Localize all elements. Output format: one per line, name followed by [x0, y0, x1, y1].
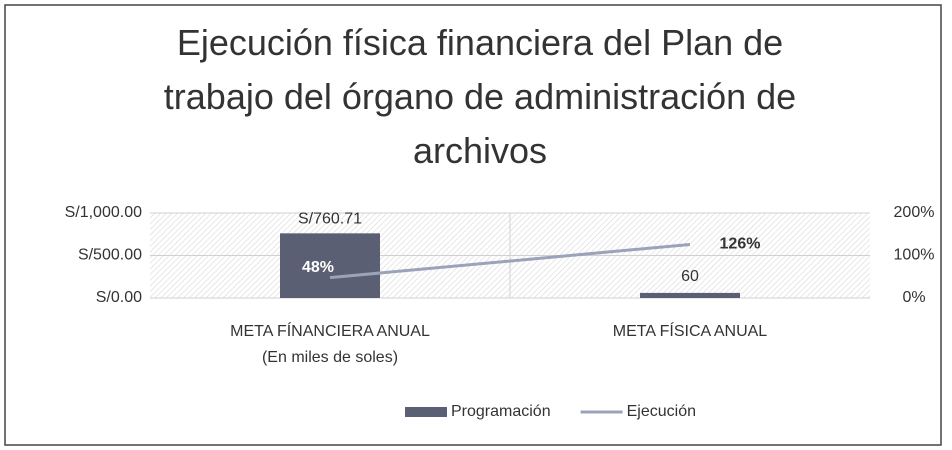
bar	[280, 233, 380, 298]
chart-border	[4, 4, 942, 446]
x-tick-label: META FÍNANCIERA ANUAL	[230, 321, 430, 340]
data-label: 48%	[302, 259, 334, 276]
y2-tick-label: 200%	[894, 204, 935, 221]
y2-tick-label: 0%	[902, 289, 925, 306]
y-tick-label: S/1,000.00	[65, 204, 143, 221]
chart-title: Ejecución física financiera del Plan de …	[163, 22, 797, 171]
legend-label: Ejecución	[627, 403, 696, 420]
legend-swatch	[405, 407, 447, 417]
data-label: S/760.71	[298, 211, 362, 228]
bar	[640, 292, 740, 298]
legend-label: Programación	[451, 403, 551, 420]
y2-tick-label: 100%	[894, 247, 935, 264]
data-label: 60	[681, 268, 699, 285]
x-tick-label: META FÍSICA ANUAL	[613, 321, 768, 340]
y-tick-label: S/500.00	[78, 247, 142, 264]
line	[329, 242, 691, 280]
y-tick-label: S/0.00	[96, 289, 142, 306]
x-tick-label: (En miles de soles)	[262, 349, 398, 366]
data-label: 126%	[720, 236, 761, 253]
